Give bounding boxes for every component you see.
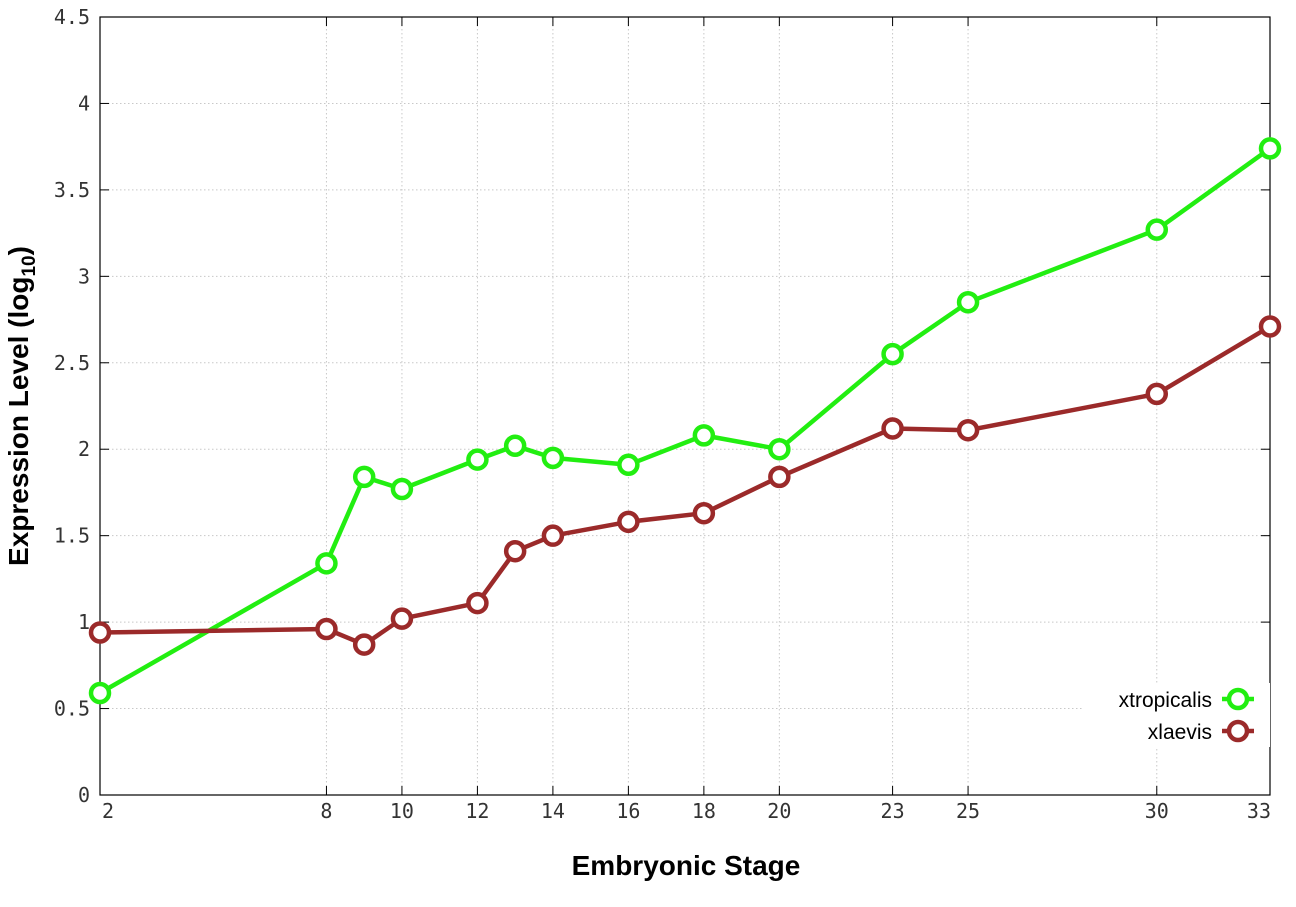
series-layer <box>88 137 1282 705</box>
data-point-xlaevis <box>503 539 527 563</box>
data-point-xlaevis <box>1145 382 1169 406</box>
data-point-xtropicalis <box>352 465 376 489</box>
data-point-xlaevis <box>541 524 565 547</box>
data-point-xtropicalis <box>881 342 904 366</box>
data-point-xtropicalis <box>1258 137 1282 160</box>
series-line-xlaevis <box>99 324 1272 647</box>
data-point-xlaevis <box>88 621 112 644</box>
x-tick-label: 23 <box>881 799 905 823</box>
y-tick-label: 2.5 <box>54 351 90 375</box>
data-point-xtropicalis <box>88 681 112 705</box>
x-tick-label: 14 <box>541 799 565 823</box>
y-tick-label: 3 <box>78 264 90 288</box>
x-tick-label: 30 <box>1145 799 1169 823</box>
y-tick-label: 0 <box>78 783 90 807</box>
x-tick-label: 33 <box>1247 799 1271 823</box>
x-tick-label: 20 <box>767 799 791 823</box>
y-tick-label: 4 <box>78 91 90 115</box>
data-point-xlaevis <box>352 633 376 656</box>
data-point-xlaevis <box>1258 315 1282 338</box>
data-point-xtropicalis <box>1145 218 1169 241</box>
x-tick-label: 18 <box>692 799 716 823</box>
data-point-xtropicalis <box>541 446 565 470</box>
data-point-xtropicalis <box>956 291 980 314</box>
y-tick-label: 2 <box>78 437 90 461</box>
legend-marker <box>1226 687 1250 711</box>
y-tick-label: 4.5 <box>54 5 90 29</box>
data-point-xtropicalis <box>390 477 414 501</box>
data-point-xlaevis <box>768 465 791 489</box>
data-point-xlaevis <box>390 607 414 630</box>
data-point-xtropicalis <box>617 453 640 477</box>
data-point-xlaevis <box>315 617 338 641</box>
y-tick-label: 1.5 <box>54 524 90 548</box>
grid-lines <box>100 17 1270 795</box>
data-point-xtropicalis <box>466 448 489 471</box>
y-tick-label: 1 <box>78 610 90 634</box>
x-tick-label: 10 <box>390 799 414 823</box>
legend-marker <box>1226 719 1250 743</box>
axis-ticks: 0 0.5 1 1.5 2 2.5 3 3.5 4 4.5 2 8 10 12 14 16 18 20 23 25 30… <box>54 5 1271 823</box>
plot-frame <box>99 16 1271 796</box>
data-point-xlaevis <box>881 417 904 440</box>
y-tick-label: 0.5 <box>54 697 90 721</box>
x-tick-label: 2 <box>102 799 114 823</box>
x-tick-label: 8 <box>320 799 332 823</box>
data-point-xlaevis <box>956 418 980 442</box>
data-point-xtropicalis <box>768 437 791 461</box>
data-point-xlaevis <box>617 510 640 534</box>
legend-label: xlaevis <box>1148 721 1212 744</box>
y-tick-label: 3.5 <box>54 178 90 202</box>
data-point-xtropicalis <box>692 424 716 447</box>
data-point-xlaevis <box>466 591 489 615</box>
legend: xtropicalis xlaevis <box>1084 683 1270 747</box>
x-tick-label: 12 <box>465 799 489 823</box>
x-tick-label: 16 <box>616 799 640 823</box>
x-tick-label: 25 <box>956 799 980 823</box>
y-axis-title: Expression Level (log10) <box>3 246 40 566</box>
data-point-xlaevis <box>692 501 716 525</box>
series-line-xtropicalis <box>98 146 1272 695</box>
data-point-xtropicalis <box>503 434 527 458</box>
legend-label: xtropicalis <box>1119 689 1212 712</box>
x-axis-title: Embryonic Stage <box>572 850 801 881</box>
data-point-xtropicalis <box>315 552 338 575</box>
